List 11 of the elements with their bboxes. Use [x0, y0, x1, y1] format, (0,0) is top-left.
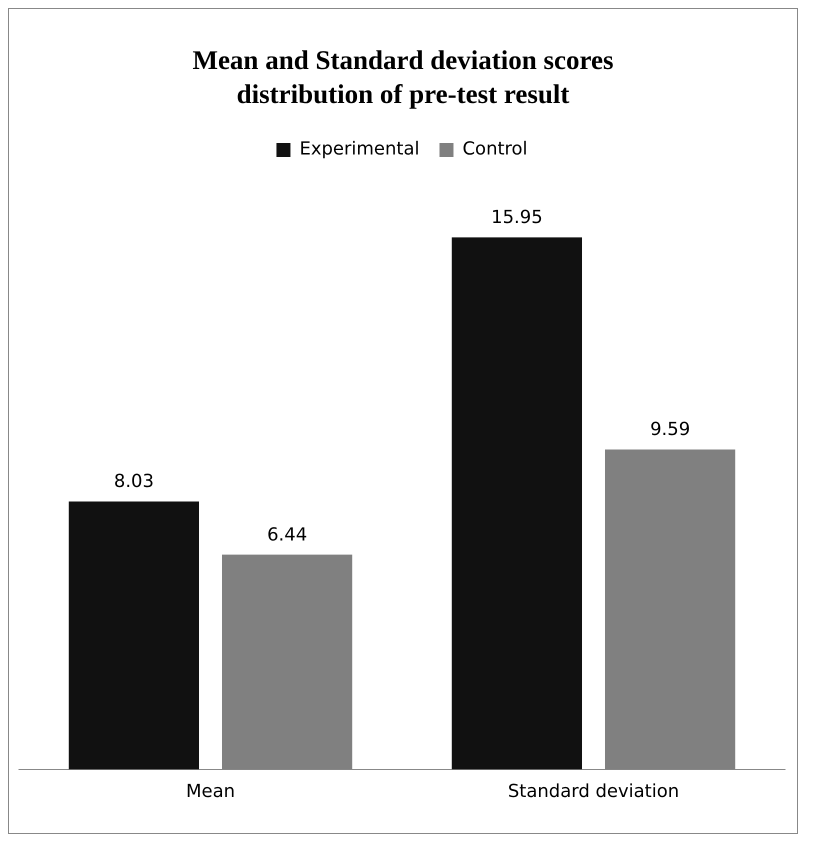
- chart-title: Mean and Standard deviation scores distribution of pre-test result: [191, 44, 615, 111]
- x-tick-label: Mean: [186, 780, 236, 802]
- legend-label: Control: [462, 138, 528, 160]
- data-label: 8.03: [114, 471, 154, 492]
- data-label: 6.44: [267, 524, 308, 546]
- x-tick-label: Standard deviation: [508, 780, 680, 802]
- bar: [68, 502, 200, 770]
- data-label: 9.59: [650, 419, 690, 440]
- legend-label: Experimental: [299, 138, 420, 160]
- data-label: 15.95: [491, 207, 543, 228]
- bar: [452, 237, 582, 770]
